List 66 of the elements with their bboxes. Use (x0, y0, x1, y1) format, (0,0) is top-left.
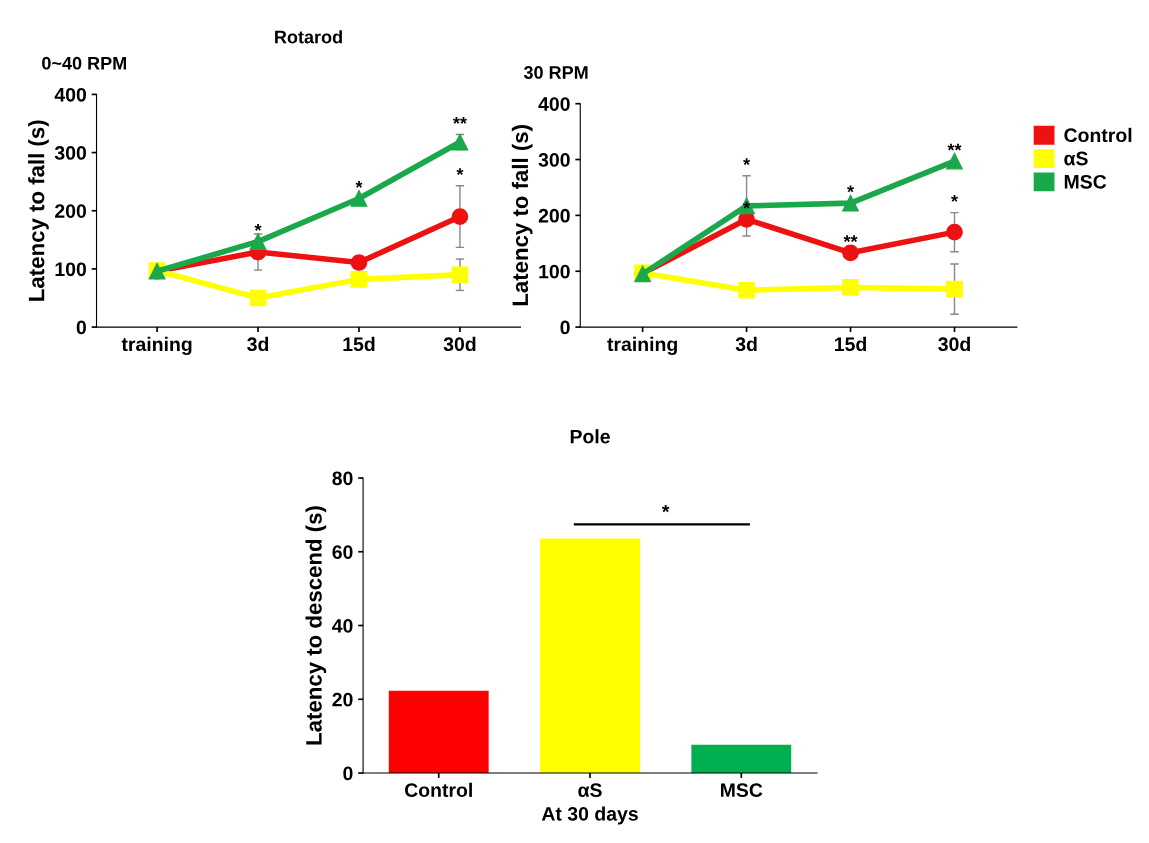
legend-label: Control (1064, 127, 1132, 143)
annotation: * (661, 504, 670, 513)
data-label: * (743, 158, 751, 165)
y-tick-label: 60 (332, 545, 353, 559)
x-tick-label: 15d (835, 336, 867, 352)
point (451, 266, 469, 284)
y-tick-label: 0 (76, 320, 86, 335)
data-label: * (847, 185, 855, 193)
data-label: ** (947, 143, 962, 151)
point (249, 233, 267, 250)
data-label: * (951, 195, 958, 202)
point (946, 223, 963, 241)
bar (691, 744, 792, 774)
y-axis-title: Latency to descend (s) (305, 506, 327, 745)
y-tick-label: 400 (54, 87, 86, 102)
point (249, 289, 267, 307)
data-label: * (456, 168, 464, 175)
point (451, 133, 469, 151)
y-axis-title: Latency to fall (s) (28, 120, 49, 301)
point (350, 254, 368, 271)
y-tick-label: 40 (332, 618, 353, 633)
point (350, 271, 368, 288)
y-tick-label: 300 (54, 146, 86, 160)
x-tick-label: training (121, 336, 192, 356)
x-tick-label: 3d (247, 336, 269, 352)
point (350, 190, 368, 207)
y-tick-label: 100 (55, 262, 86, 277)
point (451, 208, 469, 225)
text: Rotarod (275, 30, 342, 44)
y-tick-label: 0 (560, 320, 570, 335)
data-label: ** (452, 117, 467, 124)
legend-label: MSC (1064, 174, 1107, 189)
x-tick-label: 15d (343, 336, 375, 352)
chart-title: Pole (570, 429, 610, 444)
x-tick-label: 30d (443, 336, 476, 352)
y-axis-title: Latency to fall (s) (511, 125, 533, 306)
point (738, 281, 755, 299)
data-label: ** (843, 235, 858, 243)
data-label: * (254, 224, 262, 231)
point (842, 279, 859, 296)
y-tick-label: 80 (332, 471, 353, 486)
y-tick-label: 200 (538, 208, 570, 223)
y-tick-label: 400 (538, 97, 570, 111)
x-tick-label: Control (404, 782, 472, 798)
legend-label: αS (1064, 151, 1088, 166)
point (842, 194, 859, 212)
y-tick-label: 100 (539, 264, 570, 279)
x-tick-label: training (607, 336, 677, 356)
y-tick-label: 20 (332, 692, 353, 707)
bar (540, 538, 640, 774)
y-tick-label: 300 (538, 153, 570, 167)
point (842, 244, 859, 262)
data-label: * (743, 201, 751, 209)
point (946, 280, 963, 298)
data-label: * (355, 181, 363, 188)
x-axis-title: At 30 days (541, 806, 638, 825)
bar (388, 690, 489, 774)
x-tick-label: MSC (720, 783, 763, 798)
x-tick-label: αS (578, 783, 602, 798)
y-tick-label: 200 (55, 204, 86, 218)
x-tick-label: 3d (735, 336, 757, 352)
chart-title: 0~40 RPM (42, 56, 126, 70)
x-tick-label: 30d (938, 336, 970, 352)
y-tick-label: 0 (343, 766, 353, 781)
point (946, 152, 963, 170)
chart-title: 30 RPM (523, 66, 588, 79)
